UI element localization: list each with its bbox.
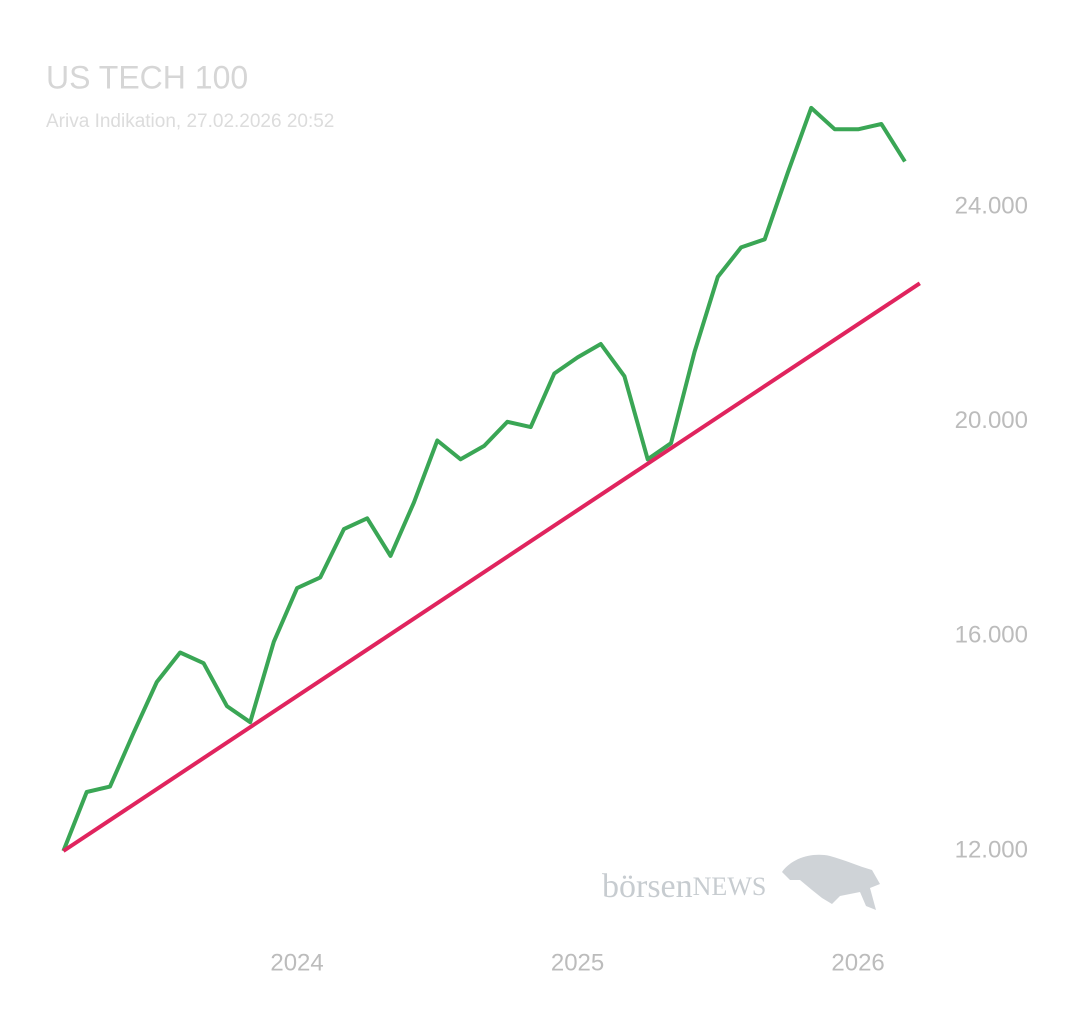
watermark: börsenNEWS [602,854,880,910]
series-line [61,105,907,852]
watermark-part: NEWS [693,872,767,901]
watermark-text: börsenNEWS [602,868,766,905]
chart-subtitle: Ariva Indikation, 27.02.2026 20:52 [46,111,334,132]
chart-title: US TECH 100 [46,59,248,95]
y-tick-label: 16.000 [955,622,1028,649]
y-tick-label: 12.000 [955,836,1028,863]
bull-icon [782,854,880,910]
series-line [62,281,921,853]
x-tick-label: 2026 [831,949,884,976]
y-tick-label: 24.000 [955,192,1028,219]
watermark-part: börsen [602,868,693,905]
x-tick-label: 2025 [551,949,604,976]
x-tick-label: 2024 [270,949,323,976]
y-tick-label: 20.000 [955,407,1028,434]
